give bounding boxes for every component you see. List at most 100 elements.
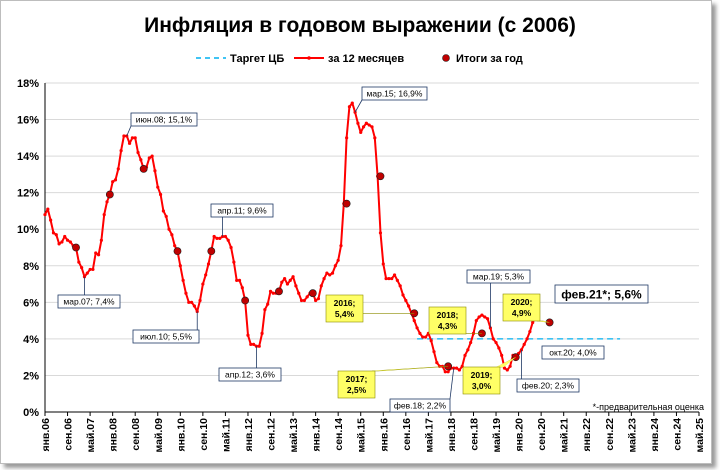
- annual-point: [308, 289, 317, 298]
- monthly-point: [139, 158, 143, 162]
- monthly-point: [260, 331, 264, 336]
- monthly-point: [246, 333, 250, 337]
- x-tick-label: янв.20: [514, 418, 526, 452]
- monthly-point: [105, 200, 109, 204]
- x-tick-label: янв.10: [175, 418, 187, 452]
- monthly-point: [192, 304, 197, 308]
- annual-point: [173, 247, 182, 256]
- monthly-point: [198, 298, 202, 303]
- callout-box: [554, 284, 649, 304]
- monthly-point: [370, 125, 374, 129]
- monthly-point: [249, 342, 253, 346]
- monthly-point: [268, 289, 273, 293]
- x-tick-label: сен.08: [130, 418, 142, 451]
- monthly-point: [237, 278, 242, 282]
- legend-target-label: Таргет ЦБ: [230, 53, 284, 65]
- y-tick-label: 16%: [17, 115, 39, 127]
- monthly-point: [271, 291, 275, 295]
- y-tick-label: 2%: [23, 370, 39, 382]
- monthly-point: [294, 284, 298, 288]
- y-tick-label: 12%: [17, 188, 39, 200]
- monthly-point: [285, 282, 290, 286]
- monthly-point: [153, 169, 157, 173]
- monthly-point: [232, 260, 236, 264]
- monthly-point: [130, 136, 134, 140]
- monthly-point: [381, 262, 385, 266]
- annual-point: [139, 165, 148, 173]
- monthly-point: [187, 300, 191, 304]
- monthly-point: [378, 231, 383, 235]
- callouts: мар.07; 7,4% июн.08; 15,1% июл.10; 5,5% апр…: [57, 86, 649, 413]
- monthly-point: [43, 213, 47, 217]
- monthly-point: [359, 130, 363, 134]
- monthly-point: [201, 282, 205, 286]
- callout-label: июл.10; 5,5%: [140, 332, 192, 342]
- monthly-point: [161, 209, 165, 213]
- monthly-point: [387, 276, 391, 281]
- x-tick-label: май.09: [153, 418, 165, 453]
- monthly-point: [390, 276, 394, 281]
- monthly-point: [367, 123, 371, 127]
- callout-label: мар.19; 5,3%: [473, 272, 525, 282]
- chart-title: Инфляция в годовом выражении (с 2006): [144, 14, 576, 37]
- annual-point: [342, 199, 351, 208]
- monthly-point: [395, 278, 399, 282]
- x-tick-label: янв.16: [378, 418, 390, 452]
- monthly-point: [418, 331, 422, 336]
- monthly-point: [316, 297, 321, 301]
- x-tick-label: май.23: [626, 418, 638, 453]
- monthly-point: [68, 240, 72, 244]
- monthly-point: [339, 244, 343, 248]
- callout-box: [516, 378, 580, 393]
- year-callout-label: 3,0%: [472, 381, 492, 391]
- monthly-point: [531, 320, 535, 325]
- x-tick-label: сен.24: [671, 418, 683, 451]
- monthly-point: [528, 329, 532, 334]
- x-tick-label: янв.22: [581, 418, 593, 452]
- year-callout-box: [337, 370, 376, 399]
- monthly-point: [181, 278, 185, 282]
- monthly-point: [432, 350, 436, 354]
- year-callout-label: 4,9%: [512, 308, 532, 318]
- callout-label: фев.20; 2,3%: [522, 381, 575, 391]
- monthly-point: [497, 346, 501, 350]
- y-tick-label: 4%: [23, 334, 39, 346]
- monthly-point: [421, 335, 425, 339]
- monthly-point: [314, 298, 318, 303]
- monthly-point: [111, 180, 115, 184]
- annual-point: [207, 247, 216, 256]
- monthly-point: [167, 227, 171, 231]
- monthly-point: [150, 154, 154, 158]
- monthly-point: [423, 335, 428, 339]
- monthly-point: [302, 298, 306, 303]
- monthly-point: [63, 234, 67, 239]
- monthly-point: [252, 342, 256, 346]
- monthly-point: [438, 364, 442, 368]
- year-callout-pointer-fill: [371, 366, 449, 371]
- monthly-point: [158, 192, 163, 197]
- x-tick-label: янв.12: [243, 418, 255, 452]
- x-tick-label: сен.20: [536, 418, 548, 451]
- monthly-point: [96, 253, 101, 257]
- annual-point: [241, 296, 250, 305]
- y-tick-label: 10%: [17, 224, 39, 236]
- monthly-point: [356, 121, 360, 125]
- monthly-point: [491, 337, 495, 341]
- year-callout-label: 2020;: [511, 297, 533, 307]
- monthly-point: [480, 313, 484, 317]
- monthly-point: [466, 348, 470, 352]
- monthly-point: [330, 271, 335, 275]
- year-callout-label: 2016;: [334, 298, 356, 308]
- x-tick-label: май.17: [423, 418, 435, 453]
- monthly-point: [226, 238, 230, 242]
- monthly-point: [184, 291, 188, 295]
- monthly-point: [164, 214, 168, 219]
- monthly-point: [384, 276, 388, 281]
- monthly-point: [54, 233, 58, 237]
- monthly-point: [57, 242, 61, 246]
- monthly-point: [133, 136, 137, 140]
- monthly-point: [350, 101, 354, 105]
- callout-box: [210, 203, 274, 218]
- monthly-point: [116, 167, 120, 171]
- monthly-series: [43, 101, 540, 374]
